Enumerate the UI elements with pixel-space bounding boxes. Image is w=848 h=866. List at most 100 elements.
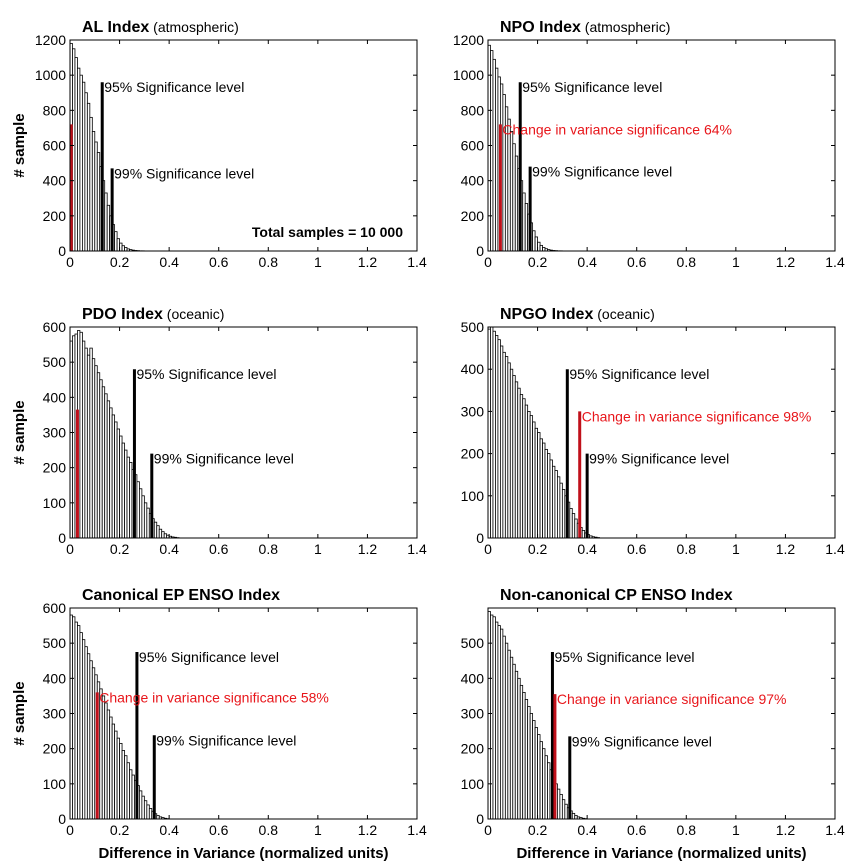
x-tick-label: 0 xyxy=(484,254,492,270)
x-tick-label: 0 xyxy=(66,541,74,557)
significance-label: 95% Significance level xyxy=(569,366,709,382)
y-tick-label: 1000 xyxy=(35,67,66,83)
x-tick-label: 0.6 xyxy=(209,254,229,270)
x-tick-label: 1.4 xyxy=(407,541,427,557)
x-tick-label: 0.4 xyxy=(159,541,179,557)
x-tick-label: 0.8 xyxy=(677,254,697,270)
observed-change-label: Change in variance significance 97% xyxy=(557,691,787,707)
y-tick-label: 200 xyxy=(43,208,67,224)
y-tick-label: 600 xyxy=(43,319,67,335)
y-tick-label: 0 xyxy=(476,811,484,827)
x-tick-label: 0 xyxy=(484,541,492,557)
y-tick-label: 600 xyxy=(43,600,67,616)
x-tick-label: 1 xyxy=(314,822,322,838)
x-tick-label: 1.4 xyxy=(825,822,845,838)
y-tick-label: 500 xyxy=(43,635,67,651)
significance-label: 95% Significance level xyxy=(139,649,279,665)
x-tick-label: 0 xyxy=(66,822,74,838)
y-tick-label: 500 xyxy=(461,319,485,335)
chart-title: Canonical EP ENSO Index xyxy=(82,587,280,604)
y-tick-label: 400 xyxy=(461,670,485,686)
x-tick-label: 0.8 xyxy=(677,822,697,838)
significance-label: 99% Significance level xyxy=(154,451,294,467)
chart-title: NPO Index (atmospheric) xyxy=(500,19,670,36)
x-tick-label: 1.2 xyxy=(358,541,378,557)
y-tick-label: 100 xyxy=(43,776,67,792)
chart-panel-1: 95% Significance level 99% Significance l… xyxy=(11,19,427,270)
x-tick-label: 1 xyxy=(314,541,322,557)
y-tick-label: 200 xyxy=(461,208,485,224)
x-tick-label: 0.2 xyxy=(528,822,548,838)
x-tick-label: 1 xyxy=(732,541,740,557)
significance-label: 99% Significance level xyxy=(156,732,296,748)
x-tick-label: 1.2 xyxy=(776,822,796,838)
x-tick-label: 0.8 xyxy=(259,541,279,557)
x-tick-label: 0.6 xyxy=(627,822,647,838)
y-tick-label: 800 xyxy=(461,102,485,118)
chart-title: NPGO Index (oceanic) xyxy=(500,306,655,323)
x-tick-label: 0.6 xyxy=(209,822,229,838)
y-tick-label: 0 xyxy=(476,243,484,259)
x-tick-label: 0.2 xyxy=(110,541,130,557)
significance-label: 99% Significance level xyxy=(572,733,712,749)
y-tick-label: 400 xyxy=(461,361,485,377)
observed-change-label: Change in variance significance 64% xyxy=(502,121,732,137)
y-tick-label: 200 xyxy=(43,460,67,476)
x-tick-label: 0.4 xyxy=(577,541,597,557)
y-tick-label: 400 xyxy=(43,173,67,189)
y-axis-label: # sample xyxy=(11,400,28,464)
y-tick-label: 800 xyxy=(43,102,67,118)
y-tick-label: 200 xyxy=(461,446,485,462)
x-tick-label: 0.6 xyxy=(209,541,229,557)
observed-change-label: Change in variance significance 98% xyxy=(582,408,812,424)
observed-change-label: Change in variance significance 58% xyxy=(99,689,329,705)
x-tick-label: 1.2 xyxy=(358,822,378,838)
x-tick-label: 0.8 xyxy=(259,254,279,270)
x-tick-label: 0.8 xyxy=(677,541,697,557)
y-tick-label: 100 xyxy=(43,495,67,511)
x-tick-label: 1.4 xyxy=(825,254,845,270)
y-tick-label: 200 xyxy=(461,741,485,757)
y-tick-label: 200 xyxy=(43,741,67,757)
x-tick-label: 1.4 xyxy=(825,541,845,557)
y-tick-label: 0 xyxy=(58,811,66,827)
x-tick-label: 0 xyxy=(484,822,492,838)
x-axis-label: Difference in Variance (normalized units… xyxy=(516,845,806,862)
chart-panel-6: 95% Significance level 99% Significance l… xyxy=(461,587,845,862)
x-tick-label: 1 xyxy=(314,254,322,270)
y-tick-label: 600 xyxy=(461,138,485,154)
significance-label: 95% Significance level xyxy=(104,79,244,95)
x-tick-label: 0.8 xyxy=(259,822,279,838)
significance-label: 95% Significance level xyxy=(522,79,662,95)
y-tick-label: 100 xyxy=(461,776,485,792)
y-tick-label: 500 xyxy=(461,635,485,651)
x-tick-label: 1.4 xyxy=(407,822,427,838)
x-tick-label: 0.4 xyxy=(577,254,597,270)
y-tick-label: 0 xyxy=(58,243,66,259)
chart-title: PDO Index (oceanic) xyxy=(82,306,224,323)
x-tick-label: 1.2 xyxy=(776,254,796,270)
x-tick-label: 1.2 xyxy=(358,254,378,270)
chart-title: Non-canonical CP ENSO Index xyxy=(500,587,733,604)
x-tick-label: 1 xyxy=(732,254,740,270)
y-tick-label: 400 xyxy=(43,670,67,686)
y-axis-label: # sample xyxy=(11,681,28,745)
y-tick-label: 1200 xyxy=(453,32,484,48)
significance-label: 95% Significance level xyxy=(554,649,694,665)
y-tick-label: 300 xyxy=(43,425,67,441)
x-tick-label: 1.4 xyxy=(407,254,427,270)
y-tick-label: 300 xyxy=(461,403,485,419)
x-tick-label: 0.2 xyxy=(110,254,130,270)
y-tick-label: 500 xyxy=(43,354,67,370)
axes-frame xyxy=(487,326,836,539)
significance-label: 99% Significance level xyxy=(532,164,672,180)
chart-panel-2: 95% Significance level 99% Significance l… xyxy=(453,19,845,270)
y-tick-label: 300 xyxy=(461,706,485,722)
chart-panel-5: 95% Significance level 99% Significance l… xyxy=(11,587,427,862)
y-tick-label: 600 xyxy=(43,138,67,154)
y-tick-label: 0 xyxy=(476,530,484,546)
chart-panel-3: 95% Significance level 99% Significance l… xyxy=(11,306,427,557)
y-axis-label: # sample xyxy=(11,113,28,177)
x-tick-label: 0.4 xyxy=(577,822,597,838)
y-tick-label: 100 xyxy=(461,488,485,504)
